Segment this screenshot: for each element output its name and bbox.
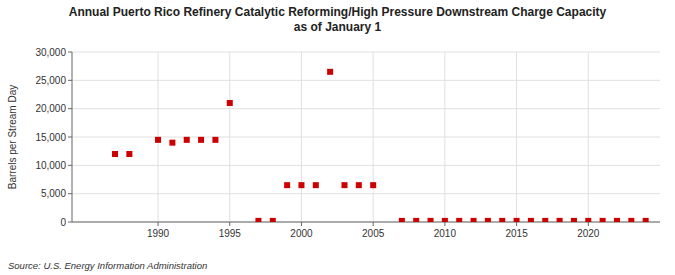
- point: [557, 218, 563, 222]
- point: [542, 218, 548, 222]
- point: [643, 218, 649, 222]
- grid-line-y: [72, 108, 660, 109]
- grid-line-x: [588, 52, 589, 222]
- x-tick: [444, 222, 445, 226]
- point: [571, 218, 577, 222]
- point: [327, 69, 333, 75]
- point: [212, 137, 218, 143]
- x-tick: [588, 222, 589, 226]
- grid-line-x: [444, 52, 445, 222]
- point: [370, 182, 376, 188]
- point: [471, 218, 477, 222]
- x-tick: [229, 222, 230, 226]
- point: [255, 218, 261, 222]
- point: [442, 218, 448, 222]
- point: [399, 218, 405, 222]
- x-tick: [516, 222, 517, 226]
- point: [341, 182, 347, 188]
- point: [614, 218, 620, 222]
- point: [112, 151, 118, 157]
- y-tick-label: 0: [60, 217, 66, 228]
- x-tick-label: 1995: [219, 228, 242, 239]
- x-tick-label: 2000: [290, 228, 313, 239]
- x-tick-label: 2010: [434, 228, 457, 239]
- point: [169, 140, 175, 146]
- x-tick: [301, 222, 302, 226]
- point: [485, 218, 491, 222]
- y-tick: [68, 80, 72, 81]
- point: [456, 218, 462, 222]
- point: [628, 218, 634, 222]
- y-tick-label: 20,000: [35, 103, 66, 114]
- point: [313, 182, 319, 188]
- point: [270, 218, 276, 222]
- y-tick: [68, 165, 72, 166]
- point: [428, 218, 434, 222]
- chart: Annual Puerto Rico Refinery Catalytic Re…: [0, 0, 675, 275]
- y-tick: [68, 52, 72, 53]
- point: [528, 218, 534, 222]
- point: [356, 182, 362, 188]
- point: [284, 182, 290, 188]
- x-tick: [158, 222, 159, 226]
- y-tick-label: 15,000: [35, 132, 66, 143]
- grid-line-y: [72, 165, 660, 166]
- y-tick-label: 30,000: [35, 47, 66, 58]
- source: Source: U.S. Energy Information Administ…: [8, 260, 207, 271]
- point: [298, 182, 304, 188]
- grid-line-y: [72, 52, 660, 53]
- x-tick-label: 1990: [147, 228, 170, 239]
- y-tick-label: 25,000: [35, 75, 66, 86]
- grid-line-x: [301, 52, 302, 222]
- grid-line-x: [516, 52, 517, 222]
- grid-line-x: [373, 52, 374, 222]
- grid-line-x: [229, 52, 230, 222]
- y-tick-label: 10,000: [35, 160, 66, 171]
- y-tick: [68, 108, 72, 109]
- grid: [72, 52, 660, 222]
- grid-line-y: [72, 80, 660, 81]
- y-tick-label: 5,000: [41, 188, 66, 199]
- y-tick: [68, 137, 72, 138]
- title: Annual Puerto Rico Refinery Catalytic Re…: [69, 5, 607, 34]
- point: [198, 137, 204, 143]
- point: [499, 218, 505, 222]
- point: [600, 218, 606, 222]
- y-tick: [68, 193, 72, 194]
- points: [112, 69, 649, 222]
- x-tick-label: 2020: [577, 228, 600, 239]
- grid-line-y: [72, 193, 660, 194]
- point: [184, 137, 190, 143]
- x-tick-label: 2015: [505, 228, 528, 239]
- x-tick-label: 2005: [362, 228, 385, 239]
- point: [227, 100, 233, 106]
- x-tick: [373, 222, 374, 226]
- y-tick: [68, 222, 72, 223]
- point: [585, 218, 591, 222]
- point: [413, 218, 419, 222]
- point: [155, 137, 161, 143]
- y-axis-label: Barrels per Stream Day: [7, 85, 18, 189]
- point: [126, 151, 132, 157]
- point: [514, 218, 520, 222]
